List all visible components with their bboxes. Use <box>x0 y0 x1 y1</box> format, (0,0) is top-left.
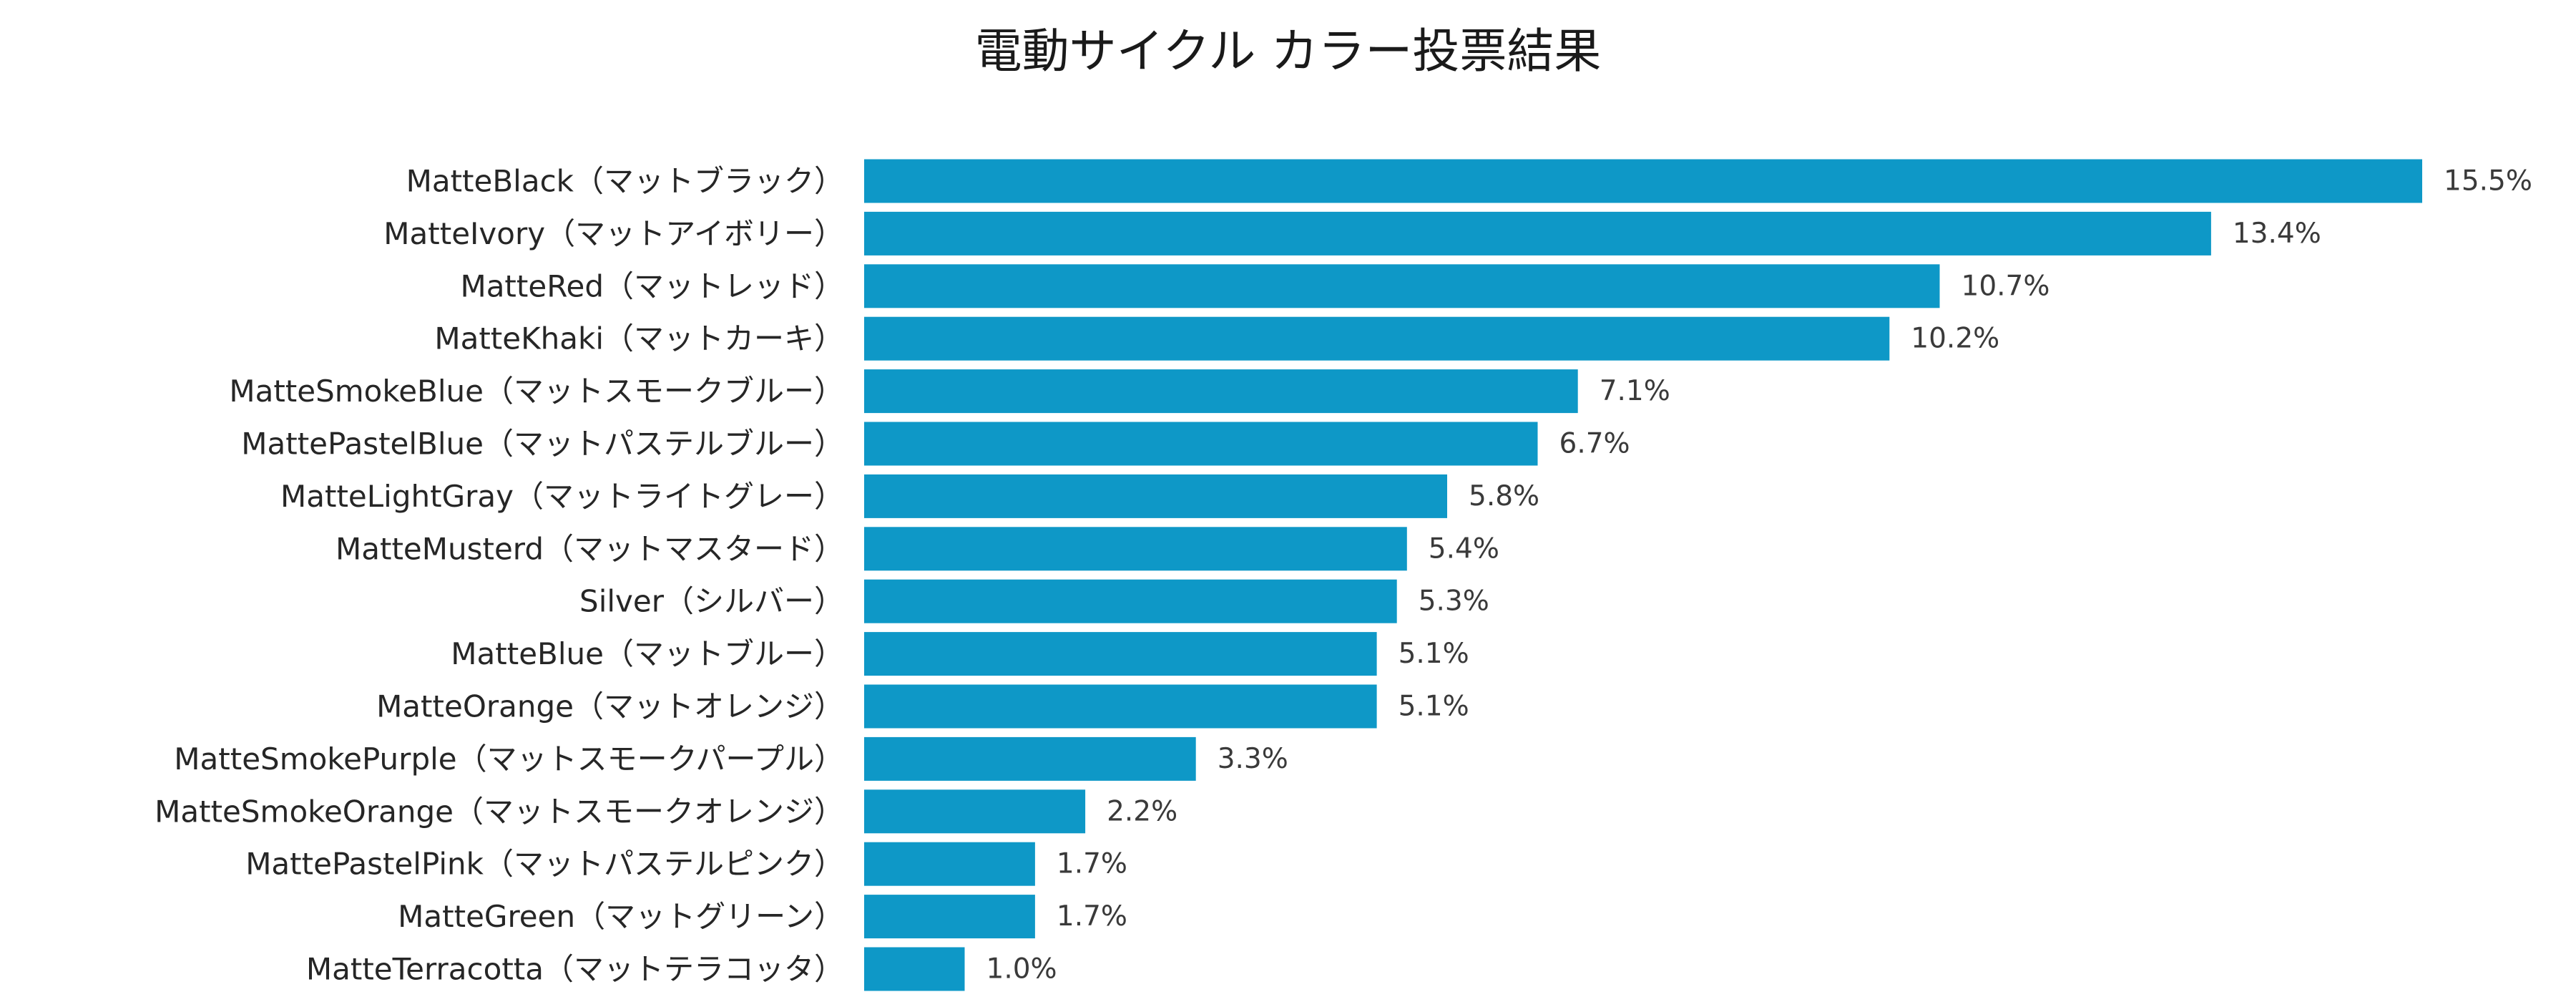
category-label: MatteLightGray（マットライトグレー） <box>280 479 844 514</box>
bar <box>864 632 1377 676</box>
category-label: MatteKhaki（マットカーキ） <box>434 321 844 356</box>
bar <box>864 316 1890 361</box>
chart-title: 電動サイクル カラー投票結果 <box>974 24 1602 79</box>
bar <box>864 369 1578 414</box>
bar <box>864 264 1940 308</box>
category-label: Silver（シルバー） <box>579 584 844 619</box>
bar <box>864 527 1407 571</box>
value-label: 7.1% <box>1600 375 1670 407</box>
value-label: 10.2% <box>1911 323 1999 355</box>
value-label: 5.1% <box>1399 691 1469 723</box>
category-label: MatteGreen（マットグリーン） <box>398 899 844 934</box>
category-label: MatteOrange（マットオレンジ） <box>376 689 844 724</box>
bar <box>864 947 965 991</box>
value-label: 15.5% <box>2444 165 2532 198</box>
value-label: 1.7% <box>1057 848 1127 880</box>
value-label: 10.7% <box>1962 270 2050 302</box>
bar <box>864 842 1035 886</box>
bar <box>864 789 1086 834</box>
value-label: 5.1% <box>1399 638 1469 670</box>
bar <box>864 422 1538 466</box>
value-label: 1.0% <box>986 953 1057 986</box>
category-label: MatteBlue（マットブルー） <box>451 636 844 671</box>
bar <box>864 211 2211 256</box>
value-label: 5.8% <box>1469 480 1539 512</box>
bar <box>864 579 1397 623</box>
category-label: MatteSmokePurple（マットスモークパープル） <box>174 741 844 777</box>
category-label: MattePastelBlue（マットパステルブルー） <box>241 427 844 462</box>
category-label: MatteSmokeBlue（マットスモークブルー） <box>229 374 844 409</box>
category-label: MatteIvory（マットアイボリー） <box>383 216 844 251</box>
value-label: 3.3% <box>1218 743 1288 775</box>
value-label: 13.4% <box>2233 218 2321 250</box>
category-label: MattePastelPink（マットパステルピンク） <box>245 847 844 882</box>
value-label: 6.7% <box>1559 428 1630 460</box>
value-label: 5.4% <box>1429 532 1499 565</box>
category-label: MatteBlack（マットブラック） <box>406 164 844 199</box>
category-label: MatteTerracotta（マットテラコッタ） <box>306 952 844 987</box>
value-label: 1.7% <box>1057 900 1127 933</box>
category-label: MatteMusterd（マットマスタード） <box>336 531 844 566</box>
bar <box>864 474 1447 518</box>
bar <box>864 684 1377 729</box>
value-label: 5.3% <box>1419 585 1489 618</box>
value-label: 2.2% <box>1107 795 1177 827</box>
bar <box>864 895 1035 939</box>
category-label: MatteRed（マットレッド） <box>460 268 844 303</box>
bar <box>864 736 1196 781</box>
bar <box>864 159 2422 203</box>
category-label: MatteSmokeOrange（マットスモークオレンジ） <box>155 794 844 829</box>
